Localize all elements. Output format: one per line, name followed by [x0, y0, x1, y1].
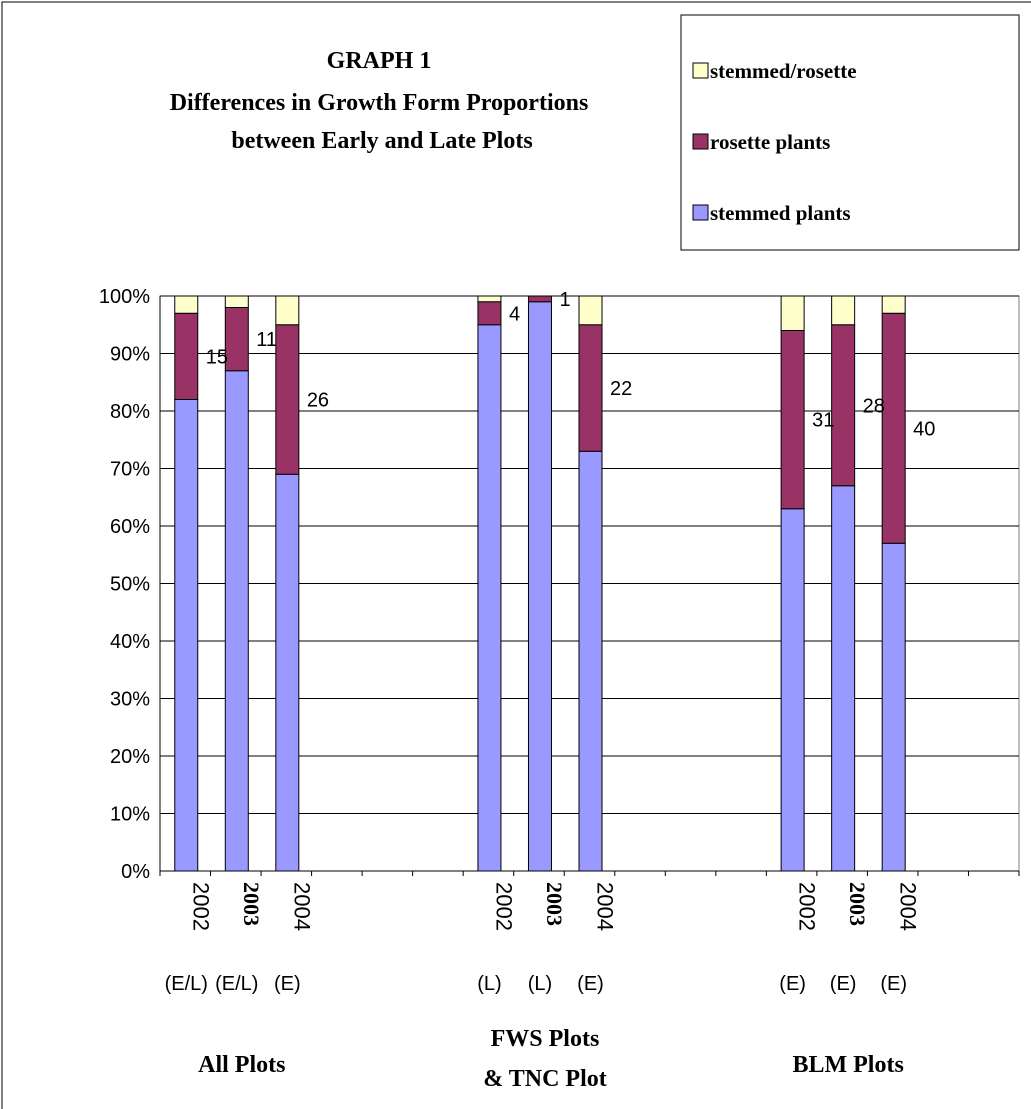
bar-stemmed-plants: [174, 399, 199, 872]
y-tick-label: 80%: [110, 401, 150, 423]
data-label: 11: [256, 329, 277, 351]
y-tick-label: 20%: [110, 746, 150, 768]
bar-stemmed-plants: [578, 450, 603, 872]
bar-stemmed-plants: [780, 508, 805, 872]
bar-rosette-plants: [881, 312, 906, 544]
chart-title: GRAPH 1 Differences in Growth Form Propo…: [170, 48, 595, 154]
y-tick-label: 100%: [99, 286, 150, 308]
x-label-year: 2002: [795, 882, 820, 931]
x-label-year: 2002: [491, 882, 516, 931]
chart-title-line-3: between Early and Late Plots: [231, 128, 532, 154]
x-label-sub: (E/L): [165, 973, 208, 995]
legend: stemmed/rosette rosette plants stemmed pla…: [680, 14, 1020, 251]
data-label: 26: [307, 390, 329, 412]
x-label-sub: (E): [880, 973, 907, 995]
legend-box: [680, 14, 1020, 251]
legend-swatch: [692, 62, 709, 79]
bar-rosette-plants: [174, 312, 199, 400]
data-label: 31: [812, 410, 834, 432]
legend-swatch: [692, 133, 709, 150]
bar-stemmed-rosette: [275, 295, 300, 326]
group-label: FWS Plots: [491, 1026, 600, 1052]
bar-stemmed-plants: [477, 324, 502, 872]
data-label: 28: [863, 395, 885, 417]
bar-stemmed-plants: [275, 473, 300, 872]
legend-swatch: [692, 204, 709, 221]
data-label: 22: [610, 378, 632, 400]
group-label: All Plots: [198, 1052, 285, 1078]
group-labels: All Plots FWS Plots & TNC Plot BLM Plots: [198, 1026, 904, 1092]
data-label: 40: [913, 418, 935, 440]
data-label: 15: [206, 346, 228, 368]
bar-rosette-plants: [831, 324, 856, 487]
bar-stemmed-plants: [527, 301, 552, 872]
y-tick-label: 0%: [121, 861, 150, 883]
bars: [174, 295, 906, 872]
chart-title-line-1: GRAPH 1: [327, 48, 432, 74]
x-label-sub: (L): [477, 973, 501, 995]
y-tick-label: 60%: [110, 516, 150, 538]
x-label-sub: (E): [830, 973, 857, 995]
x-label-year: 2003: [542, 882, 567, 926]
bar-stemmed-rosette: [224, 295, 249, 308]
x-label-sub: (L): [528, 973, 552, 995]
x-label-sub: (E): [577, 973, 604, 995]
group-label: & TNC Plot: [483, 1066, 607, 1092]
chart-title-line-2: Differences in Growth Form Proportions: [170, 90, 589, 116]
bar-rosette-plants: [780, 330, 805, 510]
x-label-year: 2003: [845, 882, 870, 926]
bar-stemmed-rosette: [780, 295, 805, 331]
x-label-year: 2002: [188, 882, 213, 931]
bar-rosette-plants: [578, 324, 603, 452]
x-label-year: 2004: [593, 882, 618, 931]
y-tick-label: 90%: [110, 344, 150, 366]
bar-rosette-plants: [275, 324, 300, 475]
x-label-year: 2004: [289, 882, 314, 931]
bar-rosette-plants: [527, 295, 552, 303]
legend-label: rosette plants: [710, 130, 830, 154]
data-label: 4: [509, 303, 520, 325]
bar-stemmed-plants: [224, 370, 249, 872]
x-label-year: 2004: [896, 882, 921, 931]
bar-stemmed-rosette: [831, 295, 856, 326]
legend-label: stemmed plants: [710, 201, 851, 225]
bar-rosette-plants: [477, 301, 502, 326]
bar-stemmed-plants: [881, 542, 906, 872]
y-tick-label: 70%: [110, 459, 150, 481]
group-label: BLM Plots: [792, 1052, 903, 1078]
y-tick-label: 30%: [110, 689, 150, 711]
legend-label: stemmed/rosette: [710, 59, 857, 83]
bar-stemmed-rosette: [174, 295, 199, 314]
y-axis-tick-labels: 0% 10% 20% 30% 40% 50% 60% 70% 80% 90% 100%: [99, 286, 150, 883]
y-tick-label: 40%: [110, 631, 150, 653]
bar-stemmed-rosette: [578, 295, 603, 326]
bar-stemmed-rosette: [477, 295, 502, 303]
bar-stemmed-rosette: [881, 295, 906, 314]
bar-rosette-plants: [224, 307, 249, 372]
y-tick-label: 50%: [110, 574, 150, 596]
data-label: 1: [559, 289, 570, 311]
x-label-sub: (E): [779, 973, 806, 995]
x-axis-labels: 2002 (E/L) 2003 (E/L) 2004 (E) 2002 (L) 2003 (L) 2…: [165, 882, 921, 995]
x-label-sub: (E/L): [215, 973, 258, 995]
x-label-sub: (E): [274, 973, 301, 995]
bar-stemmed-plants: [831, 485, 856, 872]
x-label-year: 2003: [239, 882, 264, 926]
y-tick-label: 10%: [110, 804, 150, 826]
